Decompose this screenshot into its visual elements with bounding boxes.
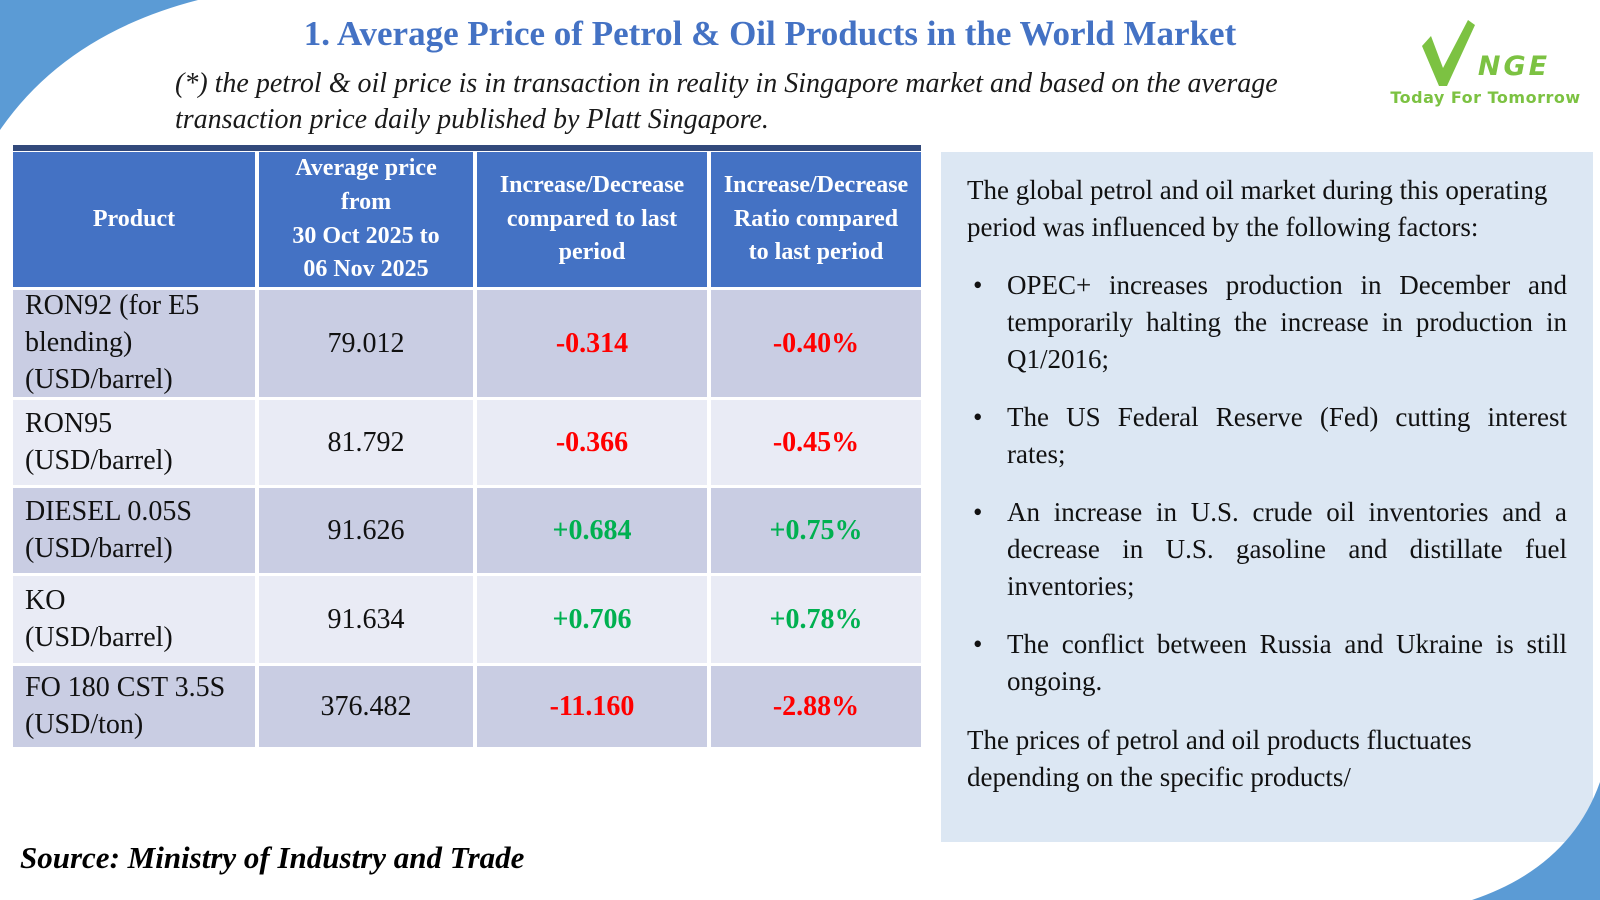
product-cell: RON95 (USD/barrel) (13, 400, 255, 485)
checkmark-v-icon (1421, 20, 1475, 86)
change-cell: -11.160 (477, 666, 707, 747)
commentary-intro: The global petrol and oil market during … (967, 175, 1548, 242)
commentary-bullet-list: OPEC+ increases production in December a… (967, 267, 1567, 700)
column-header-change-ratio: Increase/Decrease Ratio compared to last… (711, 152, 921, 287)
price-cell: 376.482 (259, 666, 473, 747)
logo-tagline: Today For Tomorrow (1390, 88, 1581, 107)
source-note: Source: Ministry of Industry and Trade (20, 840, 525, 875)
change-cell: +0.706 (477, 576, 707, 663)
bullet-item: OPEC+ increases production in December a… (967, 267, 1567, 378)
column-header-average-price: Average price from 30 Oct 2025 to 06 Nov… (259, 152, 473, 287)
product-cell: KO (USD/barrel) (13, 576, 255, 663)
price-cell: 91.634 (259, 576, 473, 663)
ratio-cell: +0.78% (711, 576, 921, 663)
commentary-outro: The prices of petrol and oil products fl… (967, 724, 1472, 792)
product-cell: DIESEL 0.05S (USD/barrel) (13, 488, 255, 573)
ratio-cell: -0.45% (711, 400, 921, 485)
logo-wordmark: NGE (1388, 20, 1583, 86)
column-header-change: Increase/Decrease compared to last perio… (477, 152, 707, 287)
page-title: 1. Average Price of Petrol & Oil Product… (303, 14, 1237, 53)
ratio-cell: -0.40% (711, 290, 921, 397)
company-logo: NGE Today For Tomorrow (1388, 20, 1583, 107)
change-cell: -0.314 (477, 290, 707, 397)
price-table: Product Average price from 30 Oct 2025 t… (13, 152, 921, 747)
bullet-item: The conflict between Russia and Ukraine … (967, 626, 1567, 700)
price-cell: 91.626 (259, 488, 473, 573)
logo-text: NGE (1477, 51, 1551, 82)
product-cell: FO 180 CST 3.5S (USD/ton) (13, 666, 255, 747)
subtitle-note: (*) the petrol & oil price is in transac… (175, 68, 1278, 136)
column-header-product: Product (13, 152, 255, 287)
bullet-item: The US Federal Reserve (Fed) cutting int… (967, 399, 1567, 473)
price-cell: 81.792 (259, 400, 473, 485)
change-cell: -0.366 (477, 400, 707, 485)
ratio-cell: -2.88% (711, 666, 921, 747)
change-cell: +0.684 (477, 488, 707, 573)
bullet-item: An increase in U.S. crude oil inventorie… (967, 494, 1567, 605)
product-cell: RON92 (for E5 blending) (USD/barrel) (13, 290, 255, 397)
ratio-cell: +0.75% (711, 488, 921, 573)
market-commentary-panel: The global petrol and oil market during … (941, 152, 1593, 842)
table-top-border (13, 145, 921, 151)
price-cell: 79.012 (259, 290, 473, 397)
